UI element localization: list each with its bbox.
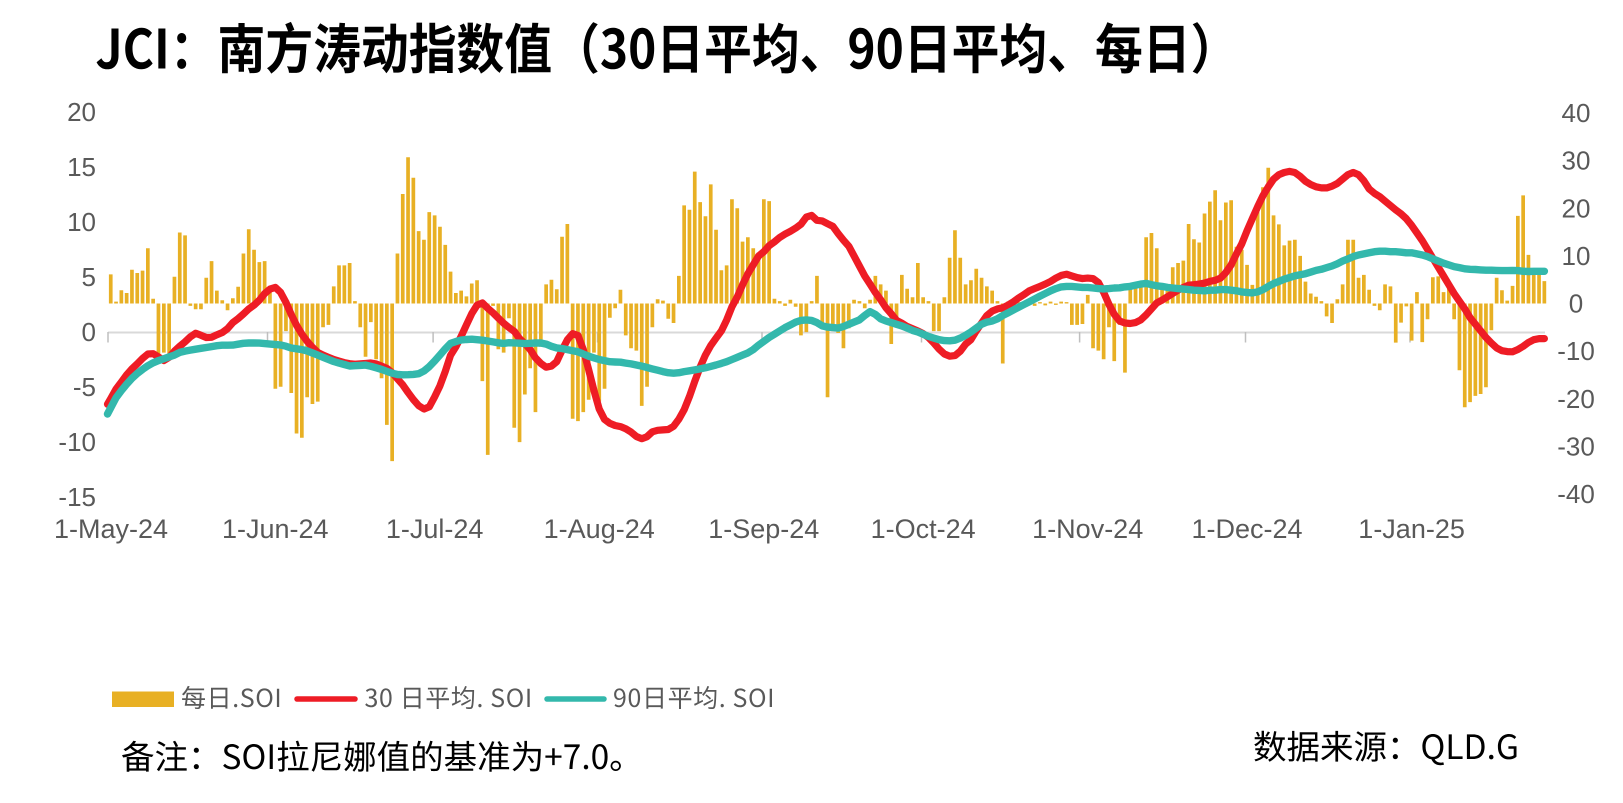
svg-text:40: 40 [1562,98,1591,128]
svg-text:30: 30 [1562,146,1591,176]
svg-text:-30: -30 [1557,431,1595,461]
svg-text:10: 10 [67,207,96,237]
svg-text:15: 15 [67,152,96,182]
svg-text:5: 5 [82,262,96,292]
svg-text:-5: -5 [73,372,96,402]
svg-text:1-May-24: 1-May-24 [54,514,168,544]
svg-text:1-Oct-24: 1-Oct-24 [871,514,976,544]
svg-text:1-Jan-25: 1-Jan-25 [1358,514,1465,544]
svg-text:1-Jul-24: 1-Jul-24 [386,514,484,544]
svg-text:1-Dec-24: 1-Dec-24 [1191,514,1302,544]
svg-text:1-Nov-24: 1-Nov-24 [1032,514,1143,544]
svg-text:0: 0 [82,317,96,347]
svg-text:1-Sep-24: 1-Sep-24 [708,514,819,544]
svg-text:20: 20 [67,97,96,127]
svg-text:-20: -20 [1557,384,1595,414]
svg-text:-10: -10 [58,427,96,457]
svg-text:-40: -40 [1557,479,1595,509]
svg-text:1-Jun-24: 1-Jun-24 [222,514,329,544]
svg-text:1-Aug-24: 1-Aug-24 [544,514,655,544]
svg-text:20: 20 [1562,193,1591,223]
svg-text:0: 0 [1569,289,1583,319]
svg-text:-15: -15 [58,482,96,512]
svg-text:-10: -10 [1557,336,1595,366]
svg-text:10: 10 [1562,241,1591,271]
